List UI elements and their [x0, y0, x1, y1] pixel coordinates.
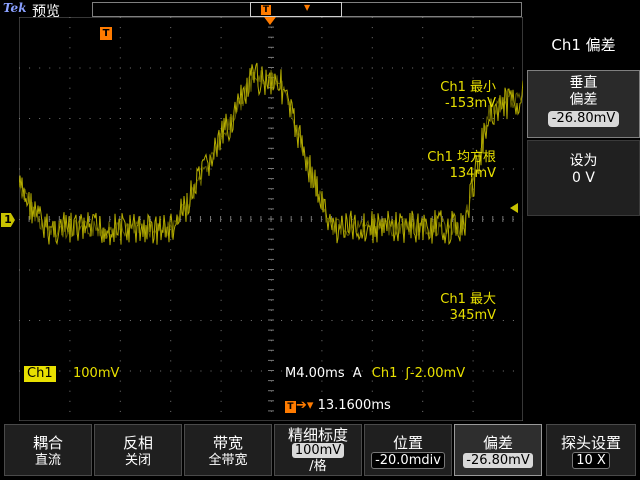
vertical-offset-label-2: 偏差 [569, 92, 598, 108]
measurement-max: Ch1 最大 345mV [396, 292, 496, 324]
probe-setup-label: 探头设置 [560, 434, 621, 452]
fine-scale-label: 精细标度 [287, 426, 348, 444]
set-to-zero-label: 设为 [569, 153, 598, 169]
offset-button[interactable]: 偏差 -26.80mV [454, 424, 542, 476]
measurement-min-label: Ch1 最小 [440, 80, 496, 95]
ch1-scale: 100mV [73, 366, 120, 381]
timebase-mode: A [352, 366, 362, 381]
offset-label: 偏差 [482, 434, 513, 452]
vertical-offset-button[interactable]: 垂直 偏差 -26.80mV [527, 70, 640, 138]
probe-setup-value: 10 X [572, 452, 610, 469]
timebase-scale: M4.00ms [285, 366, 345, 381]
record-length-bar: T ▼ [92, 2, 522, 17]
top-status-bar: Tek 预览 T ▼ [0, 0, 640, 20]
measurement-max-label: Ch1 最大 [440, 292, 496, 307]
fine-scale-unit: /格 [309, 459, 327, 474]
coupling-button[interactable]: 耦合 直流 [4, 424, 92, 476]
brand-logo: Tek [3, 1, 27, 15]
bandwidth-label: 带宽 [212, 434, 243, 452]
ch1-indicator[interactable]: Ch1 [24, 366, 56, 382]
trigger-position-icon [264, 17, 276, 25]
position-value: -20.0mdiv [371, 452, 445, 469]
set-to-zero-button[interactable]: 设为 0 V [527, 140, 640, 216]
measurement-rms-value: 134mV [449, 166, 496, 181]
trigger-slope-icon: ʃ [405, 366, 410, 381]
measurement-max-value: 345mV [449, 308, 496, 323]
timebase-readout: M4.00ms A Ch1 ʃ-2.00mV [285, 366, 465, 381]
trigger-level: -2.00mV [409, 366, 466, 381]
vertical-offset-value: -26.80mV [547, 111, 620, 127]
measurement-min: Ch1 最小 -153mV [396, 80, 496, 112]
acquisition-mode: 预览 [32, 4, 60, 20]
record-position-icon: ▼ [304, 3, 311, 12]
measurement-rms: Ch1 均方根 134mV [396, 150, 496, 182]
trigger-source: Ch1 [371, 366, 398, 381]
trigger-level-icon [510, 203, 518, 213]
bandwidth-value: 全带宽 [208, 453, 248, 468]
ch1-ground-marker[interactable]: 1 [1, 213, 15, 227]
position-label: 位置 [392, 434, 423, 452]
measurement-rms-label: Ch1 均方根 [427, 150, 496, 165]
invert-label: 反相 [122, 434, 153, 452]
coupling-value: 直流 [34, 453, 61, 468]
side-menu-title: Ch1 偏差 [551, 36, 616, 54]
bandwidth-button[interactable]: 带宽 全带宽 [184, 424, 272, 476]
record-trigger-marker: T [261, 5, 271, 15]
trigger-offset-icon: T [285, 401, 296, 413]
invert-value: 关闭 [124, 453, 151, 468]
offset-value: -26.80mV [463, 453, 533, 468]
position-button[interactable]: 位置 -20.0mdiv [364, 424, 452, 476]
coupling-label: 耦合 [32, 434, 63, 452]
waveform-display [19, 17, 523, 421]
measurement-min-value: -153mV [444, 96, 496, 111]
trigger-position-value: 13.1600ms [317, 398, 391, 413]
ch1-trace-envelope [19, 69, 523, 240]
trigger-arrow-icon: ➔▾ [296, 398, 314, 413]
fine-scale-value: 100mV [291, 443, 345, 458]
trigger-position-readout: T ➔▾ 13.1600ms [285, 398, 391, 413]
vertical-offset-label-1: 垂直 [569, 75, 598, 91]
trigger-t-icon: T [100, 27, 112, 40]
set-to-zero-value: 0 V [572, 170, 595, 186]
fine-scale-button[interactable]: 精细标度 100mV /格 [274, 424, 362, 476]
probe-setup-button[interactable]: 探头设置 10 X [546, 424, 636, 476]
ch1-trace [19, 62, 523, 246]
graticule-grid [19, 17, 523, 412]
invert-button[interactable]: 反相 关闭 [94, 424, 182, 476]
